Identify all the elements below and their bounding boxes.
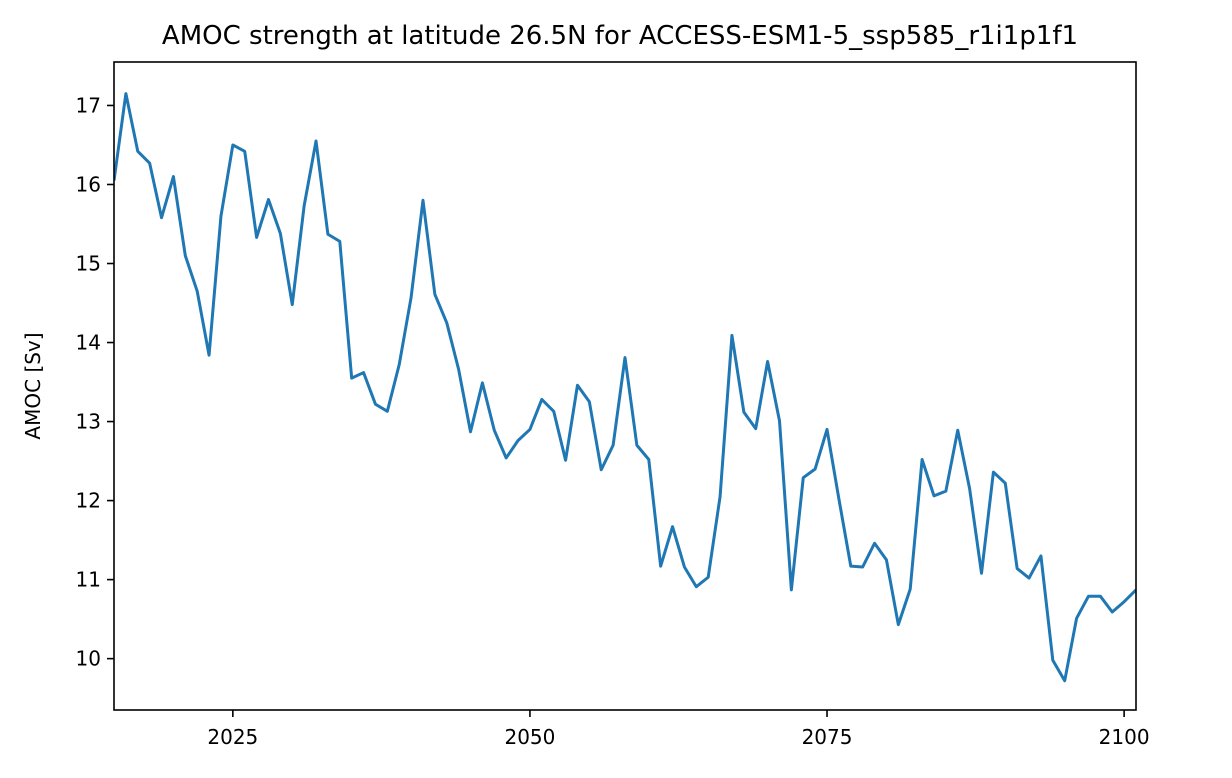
- x-axis: 2025 2050 2075 2100: [207, 710, 1150, 749]
- y-tick-label: 15: [76, 252, 101, 276]
- y-tick-label: 11: [76, 568, 101, 592]
- y-axis: 10 11 12 13 14 15 16 17: [76, 93, 114, 671]
- chart-title: AMOC strength at latitude 26.5N for ACCE…: [162, 21, 1078, 51]
- y-tick-label: 14: [76, 331, 101, 355]
- y-tick-label: 10: [76, 647, 101, 671]
- y-tick-label: 13: [76, 410, 101, 434]
- plot-frame: [113, 61, 1137, 711]
- series-layer: [114, 92, 1136, 683]
- x-tick-label: 2075: [802, 725, 853, 749]
- x-tick-label: 2025: [207, 725, 258, 749]
- y-axis-label: AMOC [Sv]: [21, 332, 45, 439]
- y-tick-label: 17: [76, 93, 101, 117]
- y-tick-label: 16: [76, 172, 101, 196]
- y-tick-label: 12: [76, 489, 101, 513]
- amoc-series-line: [114, 92, 1136, 683]
- x-tick-label: 2100: [1099, 725, 1150, 749]
- x-tick-label: 2050: [504, 725, 555, 749]
